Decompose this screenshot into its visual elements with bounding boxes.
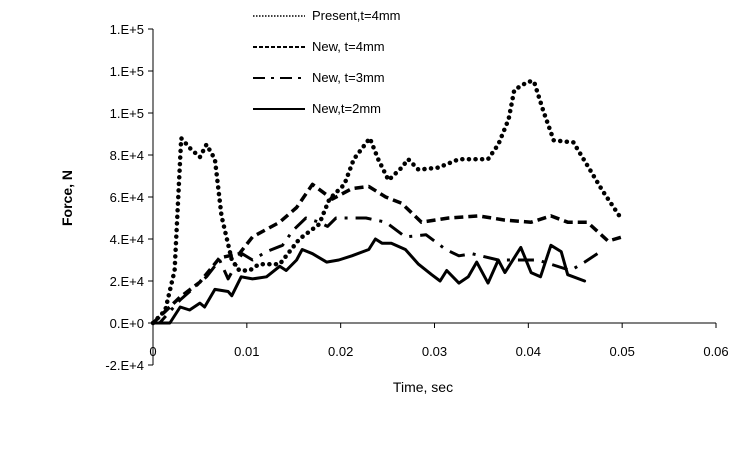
x-tick-label: 0.03	[422, 344, 447, 359]
legend: Present,t=4mm New, t=4mm New, t=3mm New,t=2…	[253, 8, 401, 116]
y-tick-label: 1.E+5	[110, 22, 144, 37]
y-tick-label: -2.E+4	[105, 358, 144, 373]
series-line-2	[153, 216, 602, 325]
x-tick-label: 0.02	[328, 344, 353, 359]
x-tick-label: 0.05	[610, 344, 635, 359]
y-axis-title: Force, N	[59, 170, 75, 226]
series-line-0	[150, 79, 622, 326]
y-tick-label: 6.E+4	[110, 190, 144, 205]
legend-label-1: New, t=4mm	[312, 39, 385, 54]
x-tick-label: 0.06	[703, 344, 728, 359]
series-line-3	[151, 237, 587, 325]
legend-label-2: New, t=3mm	[312, 70, 385, 85]
y-tick-label: 0.E+0	[110, 316, 144, 331]
series-lines	[150, 79, 623, 326]
x-tick-label: 0.04	[516, 344, 541, 359]
legend-label-3: New,t=2mm	[312, 101, 381, 116]
y-tick-label: 1.E+5	[110, 106, 144, 121]
x-tick-label: 0	[149, 344, 156, 359]
legend-label-0: Present,t=4mm	[312, 8, 401, 23]
axes: -2.E+4 0.E+0 2.E+4 4.E+4 6.E+4 8.E+4 1.E+5 1.E+…	[105, 22, 728, 373]
y-tick-label: 2.E+4	[110, 274, 144, 289]
x-tick-label: 0.01	[234, 344, 259, 359]
y-tick-label: 8.E+4	[110, 148, 144, 163]
x-axis-title: Time, sec	[393, 379, 453, 395]
y-tick-label: 4.E+4	[110, 232, 144, 247]
series-line-1	[151, 182, 623, 325]
y-tick-label: 1.E+5	[110, 64, 144, 79]
